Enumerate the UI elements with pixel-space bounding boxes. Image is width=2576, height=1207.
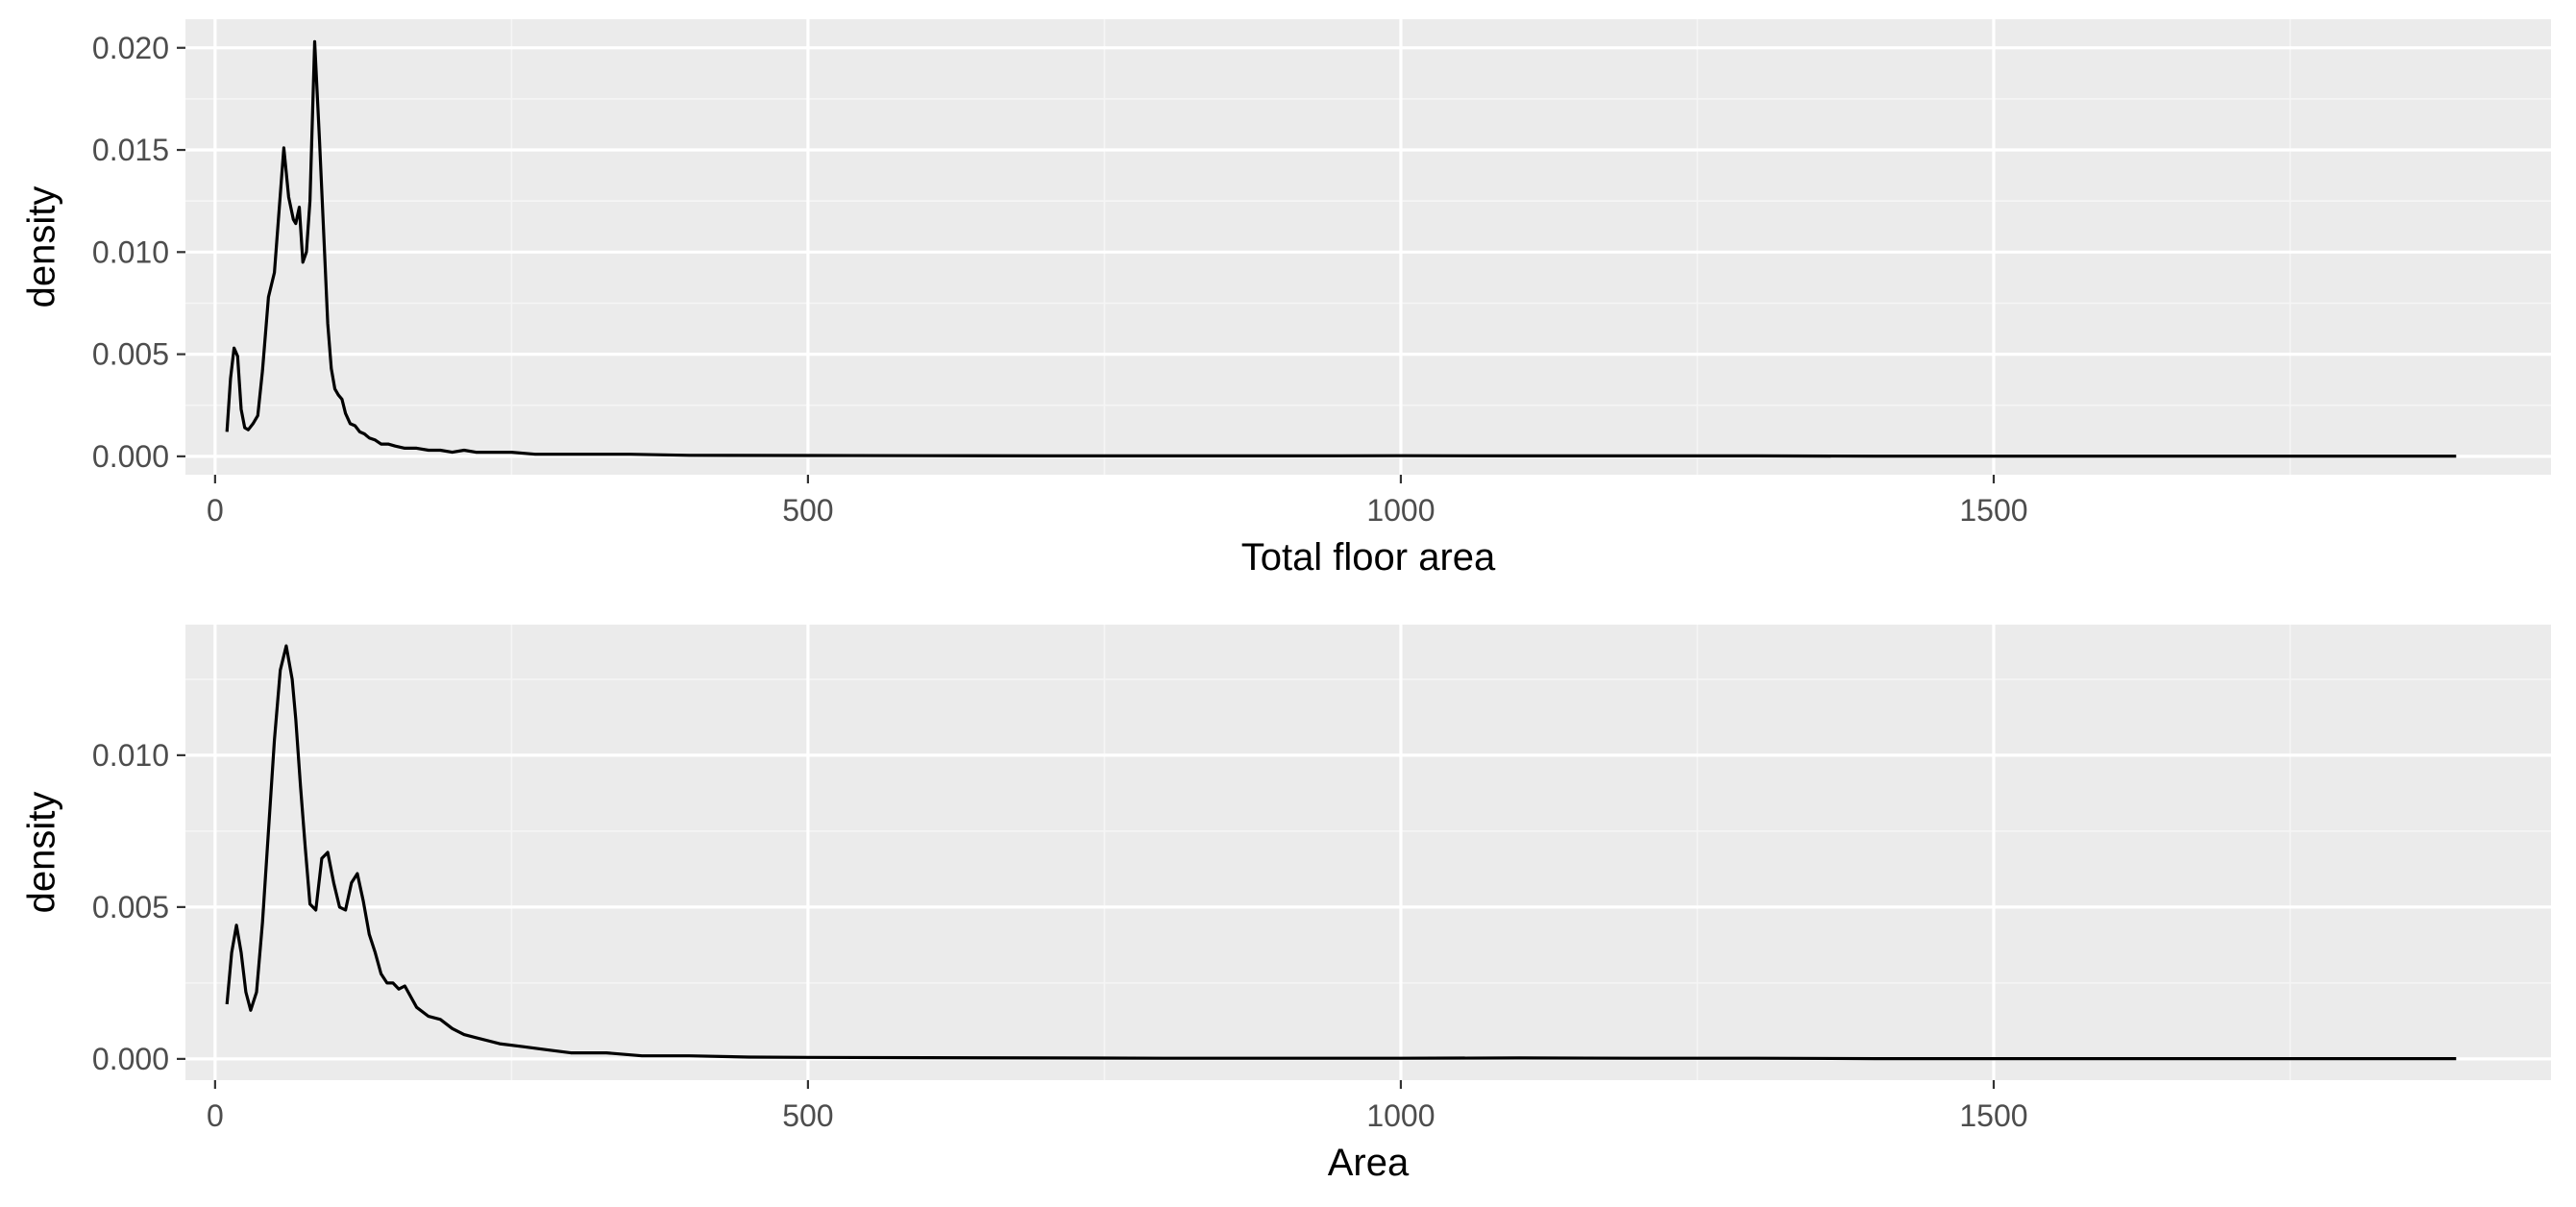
y-tick-label: 0.020 — [92, 31, 169, 65]
y-axis-label: density — [21, 792, 63, 914]
x-tick-label: 500 — [782, 1098, 833, 1133]
x-tick-label: 1500 — [1959, 1098, 2027, 1133]
chart-panel-area: 0.000 0.005 0.010 0 500 1000 1500 Area densit… — [21, 625, 2551, 1184]
y-tick-label: 0.000 — [92, 1042, 169, 1076]
y-tick-label: 0.005 — [92, 890, 169, 924]
x-axis-ticks: 0 500 1000 1500 — [207, 1080, 2028, 1133]
y-axis-ticks: 0.000 0.005 0.010 — [92, 738, 185, 1076]
x-tick-label: 1000 — [1366, 493, 1435, 528]
density-line — [225, 39, 2457, 458]
x-tick-label: 500 — [782, 493, 833, 528]
minor-gridlines — [185, 625, 2551, 1080]
panel-background — [185, 625, 2551, 1080]
x-axis-label: Total floor area — [1241, 536, 1496, 579]
y-tick-label: 0.010 — [92, 738, 169, 773]
density-line — [225, 644, 2457, 1061]
y-tick-label: 0.015 — [92, 133, 169, 167]
x-tick-label: 0 — [207, 1098, 224, 1133]
density-series — [225, 644, 2457, 1061]
x-axis-ticks: 0 500 1000 1500 — [207, 475, 2028, 528]
y-tick-label: 0.000 — [92, 439, 169, 474]
minor-gridlines — [185, 19, 2551, 475]
y-axis-label: density — [21, 186, 63, 308]
x-tick-label: 0 — [207, 493, 224, 528]
x-axis-label: Area — [1328, 1142, 1410, 1184]
density-series — [225, 39, 2457, 458]
panel-background — [185, 19, 2551, 475]
y-axis-ticks: 0.000 0.005 0.010 0.015 0.020 — [92, 31, 185, 474]
y-tick-label: 0.010 — [92, 234, 169, 269]
chart-panel-total-floor-area: 0.000 0.005 0.010 0.015 0.020 0 500 1000 1500 T… — [21, 19, 2551, 579]
y-tick-label: 0.005 — [92, 337, 169, 372]
x-tick-label: 1500 — [1959, 493, 2027, 528]
x-tick-label: 1000 — [1366, 1098, 1435, 1133]
